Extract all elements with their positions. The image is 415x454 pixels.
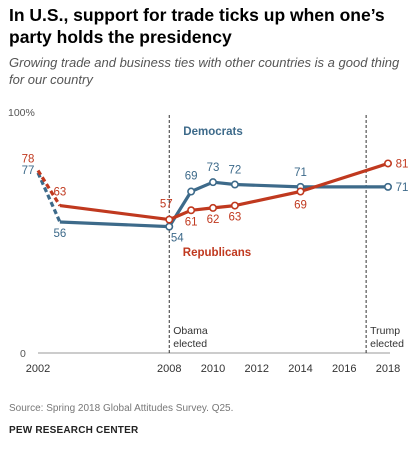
data-label-republicans: 78: [22, 153, 35, 165]
chart-title: In U.S., support for trade ticks up when…: [9, 5, 385, 47]
event-marker-label: Trump: [370, 325, 400, 337]
event-marker-label: elected: [370, 338, 404, 350]
data-label-democrats: 77: [22, 165, 35, 177]
legend-label-democrats: Democrats: [183, 126, 242, 138]
series-line-dashed: [36, 172, 62, 223]
organization-name: PEW RESEARCH CENTER: [9, 425, 139, 436]
data-label-republicans: 63: [53, 187, 66, 199]
data-point-republicans: [187, 206, 196, 215]
x-tick-label: 2012: [245, 363, 269, 375]
data-label-republicans: 62: [207, 214, 220, 226]
data-label-democrats: 54: [171, 233, 184, 245]
data-point-democrats: [230, 180, 239, 189]
series-line-dashed: [36, 169, 62, 207]
data-point-republicans: [165, 215, 174, 224]
data-point-democrats: [165, 222, 174, 231]
data-label-democrats: 73: [207, 162, 220, 174]
data-point-republicans: [383, 159, 392, 168]
x-tick-label: 2016: [332, 363, 356, 375]
x-tick-label: 2010: [201, 363, 225, 375]
data-label-republicans: 81: [396, 158, 409, 170]
y-tick-label: 100%: [8, 107, 35, 119]
data-label-republicans: 69: [294, 200, 307, 212]
series-line-republicans: [59, 161, 389, 222]
data-label-republicans: 63: [228, 212, 241, 224]
data-point-democrats: [209, 178, 218, 187]
legend-label-republicans: Republicans: [183, 247, 251, 259]
event-marker-label: elected: [173, 338, 207, 350]
x-tick-label: 2002: [26, 363, 50, 375]
data-label-democrats: 72: [228, 165, 241, 177]
data-label-republicans: 61: [185, 216, 198, 228]
data-point-republicans: [230, 201, 239, 210]
data-label-democrats: 71: [396, 182, 409, 194]
x-tick-label: 2008: [157, 363, 181, 375]
source-note: Source: Spring 2018 Global Attitudes Sur…: [9, 403, 234, 414]
x-tick-label: 2018: [376, 363, 400, 375]
event-marker-label: Obama: [173, 325, 208, 337]
data-label-democrats: 56: [53, 228, 66, 240]
series-line-democrats: [59, 180, 388, 229]
data-label-democrats: 71: [294, 167, 307, 179]
data-point-republicans: [209, 203, 218, 212]
data-label-democrats: 69: [185, 171, 198, 183]
data-point-republicans: [296, 187, 305, 196]
chart-subtitle: Growing trade and business ties with oth…: [9, 55, 400, 87]
y-tick-label: 0: [20, 348, 26, 360]
data-point-democrats: [383, 182, 392, 191]
x-tick-label: 2014: [288, 363, 312, 375]
data-point-democrats: [187, 187, 196, 196]
data-label-republicans: 57: [160, 199, 173, 211]
